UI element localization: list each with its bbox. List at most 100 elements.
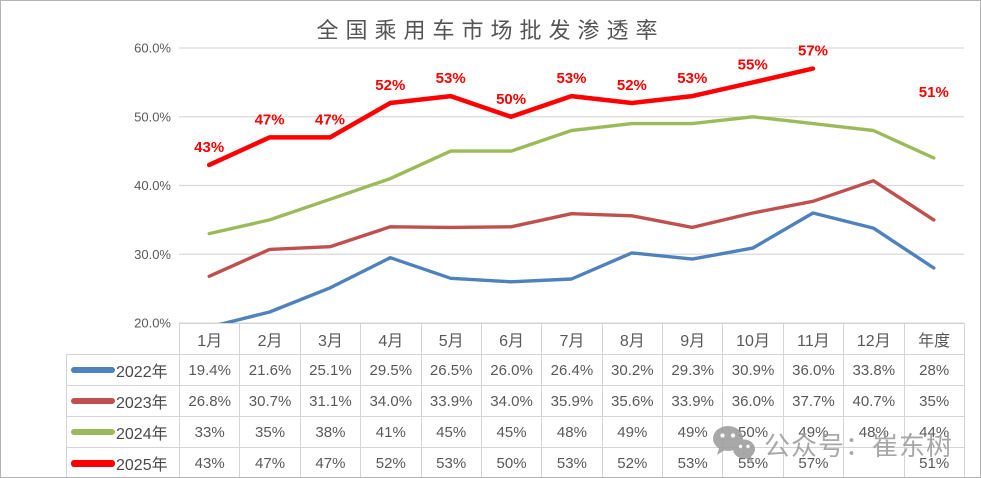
- table-cell: 26.4%: [541, 354, 603, 386]
- table-cell: 30.7%: [239, 385, 301, 417]
- chart-title: 全国乘用车市场批发渗透率: [316, 18, 665, 43]
- table-corner-blank: [67, 324, 180, 355]
- data-label: 52%: [375, 77, 405, 94]
- table-cell: 19.4%: [178, 354, 241, 386]
- table-cell: 47%: [239, 447, 301, 477]
- table-header-cell: 5月: [420, 323, 482, 355]
- legend-label: 2025年: [116, 457, 168, 474]
- data-label: 47%: [255, 111, 285, 128]
- data-label: 53%: [436, 70, 466, 87]
- table-cell: 21.6%: [239, 354, 301, 386]
- table-header-cell: 3月: [299, 323, 362, 355]
- series-line-2024年: [207, 115, 936, 236]
- data-table: 1月 2月 3月 4月 5月 6月 7月 8月 9月 10月 11月 12月 年度 2022年 19.4% 2…: [66, 323, 965, 477]
- legend-cell: 2025年: [66, 447, 180, 477]
- table-cell: 47%: [299, 447, 362, 477]
- table-header-cell: 4月: [360, 323, 422, 355]
- table-cell: 52%: [360, 447, 422, 477]
- table-cell: 29.5%: [360, 354, 422, 386]
- table-cell: 31.1%: [299, 385, 362, 417]
- table-row: 2022年 19.4% 21.6% 25.1% 29.5% 26.5% 26.0% 26.4%…: [66, 354, 965, 386]
- table-cell: 28%: [903, 354, 965, 386]
- series-line-2023年: [207, 179, 936, 278]
- y-axis-tick-label: 40.0%: [134, 178, 171, 193]
- data-label: 53%: [677, 70, 707, 87]
- table-cell: 36.0%: [722, 385, 784, 417]
- table-header-cell: 12月: [843, 323, 905, 355]
- table-cell: 52%: [601, 447, 664, 477]
- table-row: 2025年 43% 47% 47% 52% 53% 50% 53% 52% 53% 55% 57% 51…: [66, 447, 965, 477]
- table-cell: 30.2%: [601, 354, 664, 386]
- table-cell: 51%: [903, 447, 965, 477]
- table-cell: 35.6%: [601, 385, 664, 417]
- table-cell: 34.0%: [360, 385, 422, 417]
- table-cell: 37.7%: [782, 385, 845, 417]
- legend-swatch: [71, 367, 115, 373]
- table-cell: 48%: [541, 416, 603, 448]
- table-cell: 33.9%: [661, 385, 724, 417]
- table-cell: 48%: [843, 416, 905, 448]
- series-line-2022年: [218, 211, 936, 323]
- table-cell: 30.9%: [722, 354, 784, 386]
- table-cell: 53%: [541, 447, 603, 477]
- table-cell: 44%: [903, 416, 965, 448]
- table-cell: [843, 447, 905, 477]
- table-cell: 33.9%: [420, 385, 482, 417]
- data-label: 47%: [315, 111, 345, 128]
- legend-label: 2024年: [116, 426, 168, 443]
- y-axis-tick-label: 30.0%: [134, 247, 171, 262]
- data-label: 57%: [798, 43, 828, 60]
- table-cell: 50%: [480, 447, 543, 477]
- data-label: 51%: [919, 84, 949, 101]
- table-cell: 26.5%: [420, 354, 482, 386]
- table-cell: 57%: [782, 447, 845, 477]
- table-cell: 26.0%: [480, 354, 543, 386]
- series-line-2025年: [209, 69, 934, 165]
- table-cell: 53%: [661, 447, 724, 477]
- legend-cell: 2023年: [66, 385, 180, 417]
- table-cell: 43%: [178, 447, 241, 477]
- table-header-cell: 9月: [661, 323, 724, 355]
- legend-cell: 2024年: [66, 416, 180, 448]
- table-cell: 38%: [299, 416, 362, 448]
- table-row: 2024年 33% 35% 38% 41% 45% 45% 48% 49% 49% 50% 49% 48…: [66, 416, 965, 448]
- table-cell: 41%: [360, 416, 422, 448]
- table-cell: 35%: [239, 416, 301, 448]
- legend-swatch: [71, 398, 115, 404]
- table-cell: 33.8%: [843, 354, 905, 386]
- table-cell: 49%: [782, 416, 845, 448]
- table-cell: 25.1%: [299, 354, 362, 386]
- y-axis-tick-label: 50.0%: [134, 109, 171, 124]
- table-cell: 45%: [480, 416, 543, 448]
- table-cell: 29.3%: [661, 354, 724, 386]
- table-cell: 55%: [722, 447, 784, 477]
- table-cell: 34.0%: [480, 385, 543, 417]
- table-header-cell: 11月: [782, 323, 845, 355]
- table-cell: 49%: [601, 416, 664, 448]
- table-header-cell: 年度: [903, 323, 965, 355]
- table-header-cell: 8月: [601, 323, 664, 355]
- table-body: 1月 2月 3月 4月 5月 6月 7月 8月 9月 10月 11月 12月 年度 2022年 19.4% 2…: [66, 323, 965, 477]
- table-cell: 35.9%: [541, 385, 603, 417]
- table-cell: 50%: [722, 416, 784, 448]
- table-cell: 33%: [178, 416, 241, 448]
- table-cell: 49%: [661, 416, 724, 448]
- data-label: 43%: [194, 139, 224, 156]
- legend-swatch: [71, 429, 115, 435]
- table-header-cell: 1月: [178, 323, 241, 355]
- data-label: 50%: [496, 91, 526, 108]
- table-cell: 26.8%: [178, 385, 241, 417]
- data-label: 55%: [738, 56, 768, 73]
- table-header-cell: 2月: [239, 323, 301, 355]
- legend-cell: 2022年: [66, 354, 180, 386]
- data-label: 52%: [617, 77, 647, 94]
- data-label: 53%: [556, 70, 586, 87]
- table-cell: 40.7%: [843, 385, 905, 417]
- table-row: 2023年 26.8% 30.7% 31.1% 34.0% 33.9% 34.0% 35.9%…: [66, 385, 965, 417]
- table-cell: 35%: [903, 385, 965, 417]
- table-header-row: 1月 2月 3月 4月 5月 6月 7月 8月 9月 10月 11月 12月 年度: [67, 323, 965, 355]
- table-cell: 53%: [420, 447, 482, 477]
- table-header-cell: 7月: [541, 323, 603, 355]
- legend-label: 2023年: [116, 395, 168, 412]
